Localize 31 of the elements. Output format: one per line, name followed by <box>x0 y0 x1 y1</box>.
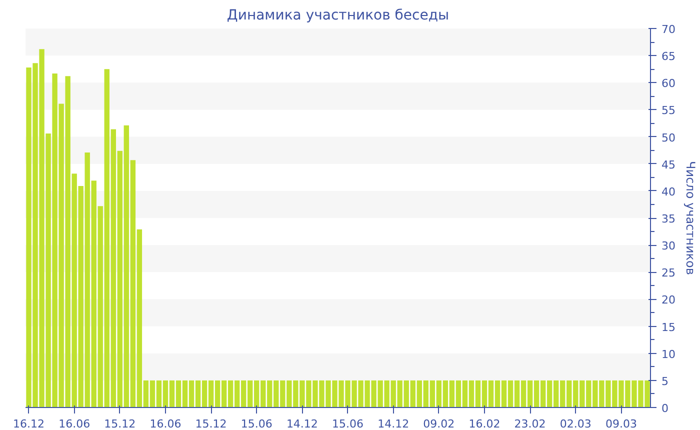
x-tick-label: 09.02 <box>423 418 455 430</box>
x-tick-label: 15.06 <box>332 418 364 430</box>
y-tick-label: 55 <box>662 104 676 118</box>
y-tick-label: 20 <box>662 294 676 307</box>
x-tick-label: 15.12 <box>104 418 136 430</box>
y-tick-label: 15 <box>662 320 676 334</box>
x-tick-label: 15.12 <box>195 418 227 430</box>
y-tick-label: 50 <box>662 131 676 144</box>
x-tick-label: 16.12 <box>13 418 45 430</box>
x-tick-label: 09.03 <box>605 418 637 430</box>
x-tick-label: 15.06 <box>240 418 272 430</box>
chart-title: Динамика участников беседы <box>226 8 450 24</box>
x-tick-label: 16.06 <box>150 418 182 430</box>
y-tick-label: 60 <box>662 77 676 90</box>
x-tick-label: 02.03 <box>560 418 592 430</box>
y-tick-label: 65 <box>662 50 676 64</box>
x-tick-label: 23.02 <box>514 418 546 430</box>
y-tick-label: 5 <box>662 374 668 388</box>
y-tick-label: 0 <box>662 402 668 415</box>
y-tick-label: 10 <box>662 348 676 361</box>
x-tick-label: 14.12 <box>286 418 318 430</box>
x-tick-label: 16.06 <box>58 418 90 430</box>
y-tick-label: 45 <box>662 158 676 172</box>
y-axis-title: Число участников <box>683 161 698 275</box>
x-tick-label: 16.02 <box>468 418 500 430</box>
y-tick-label: 25 <box>662 266 676 280</box>
y-tick-label: 35 <box>662 212 676 226</box>
x-tick-label: 14.12 <box>378 418 410 430</box>
y-tick-label: 40 <box>662 185 676 198</box>
y-tick-label: 70 <box>662 23 676 36</box>
y-tick-label: 30 <box>662 240 676 253</box>
